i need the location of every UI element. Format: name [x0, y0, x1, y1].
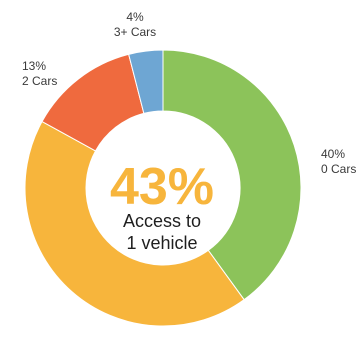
slice-label-0-cars-category: 0 Cars	[321, 162, 356, 176]
center-percentage: 43%	[110, 158, 214, 216]
center-label-line-1: Access to	[123, 211, 201, 231]
donut-slices	[24, 49, 302, 327]
center-label-line-2: 1 vehicle	[126, 233, 197, 253]
slice-label-2-cars-value: 13%	[22, 59, 46, 73]
donut-slice-0-cars	[162, 49, 302, 301]
slice-label-2-cars-category: 2 Cars	[22, 74, 57, 88]
donut-slice-3plus-cars	[128, 49, 164, 115]
slice-label-3plus-cars-category: 3+ Cars	[114, 25, 156, 39]
donut-slice-1-car	[24, 120, 245, 327]
slice-label-3plus-cars-value: 4%	[126, 10, 144, 24]
slice-label-0-cars-value: 40%	[321, 147, 345, 161]
